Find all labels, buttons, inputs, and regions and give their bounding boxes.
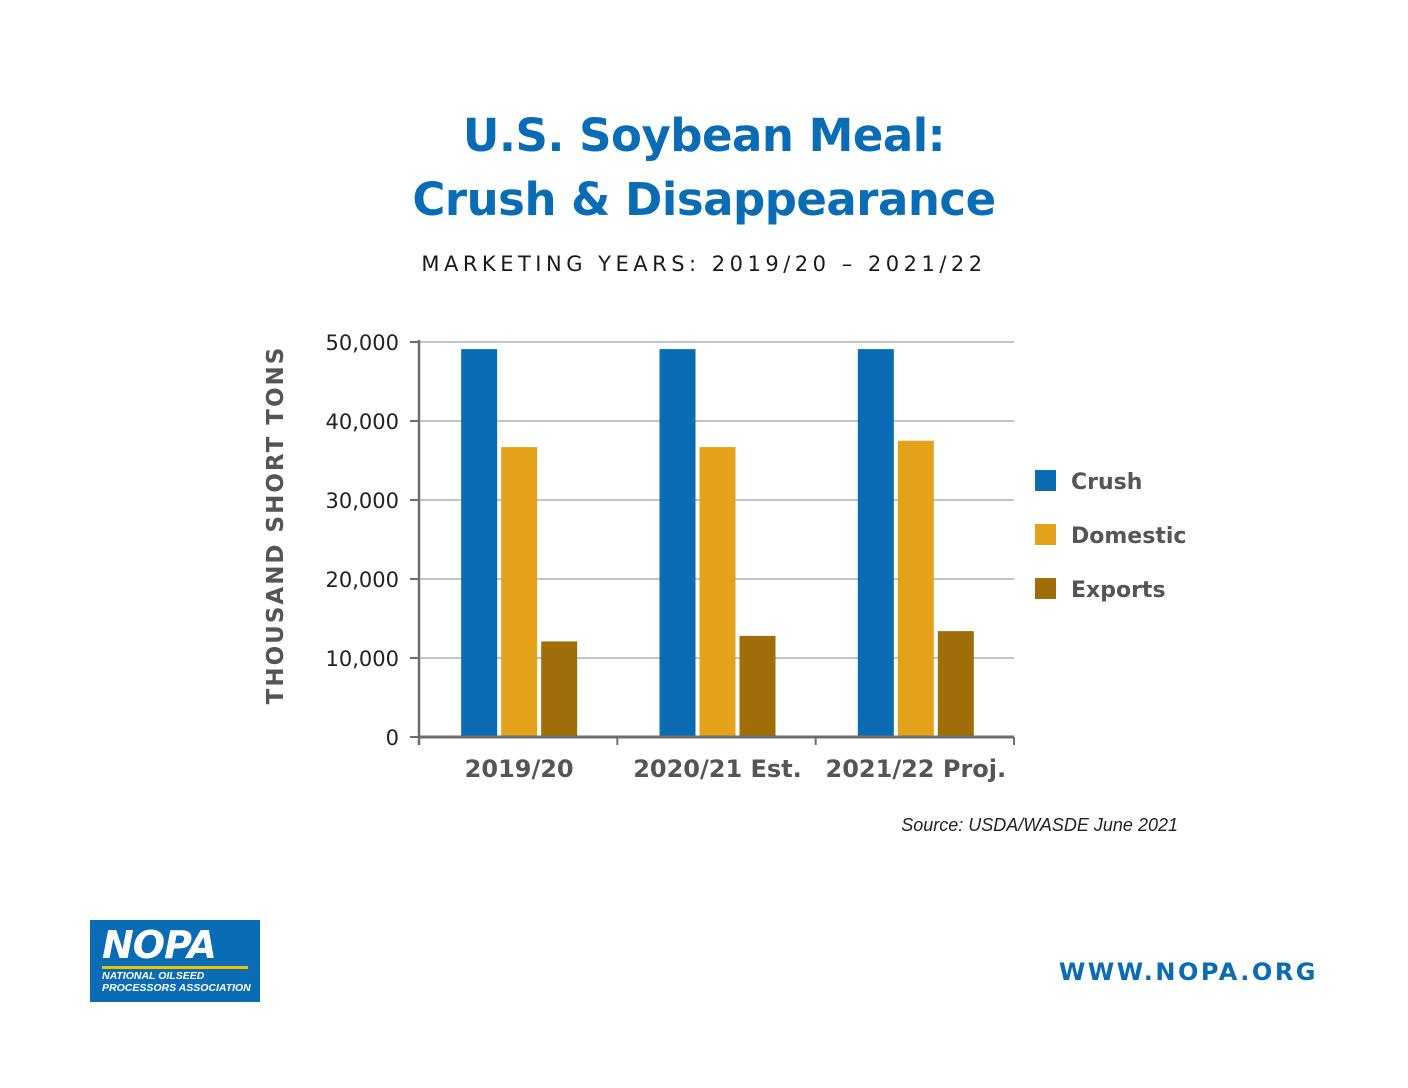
chart-title-line1: U.S. Soybean Meal: <box>462 109 946 162</box>
axes <box>410 340 1015 745</box>
source-note: Source: USDA/WASDE June 2021 <box>901 815 1178 835</box>
bar-crush-0 <box>461 349 498 737</box>
logo-wordmark: NOPA <box>102 923 217 967</box>
bar-exports-1 <box>739 635 776 737</box>
chart-title-line2: Crush & Disappearance <box>412 173 996 226</box>
y-tick-label: 50,000 <box>326 331 399 355</box>
y-axis-title: THOUSAND SHORT TONS <box>263 346 289 705</box>
y-tick-label: 30,000 <box>326 489 399 513</box>
logo-tagline: NATIONAL OILSEED PROCESSORS ASSOCIATION <box>102 970 258 994</box>
bars <box>461 349 974 737</box>
x-tick-label: 2019/20 <box>465 755 574 783</box>
legend-label-crush: Crush <box>1071 470 1142 495</box>
legend-swatch-exports <box>1035 578 1056 599</box>
bar-domestic-2 <box>897 440 934 737</box>
bar-domestic-0 <box>501 447 538 737</box>
nopa-logo: NOPA NATIONAL OILSEED PROCESSORS ASSOCIA… <box>90 920 260 1002</box>
y-tick-label: 40,000 <box>326 410 399 434</box>
y-tick-label: 10,000 <box>326 647 399 671</box>
legend-swatch-domestic <box>1035 524 1056 545</box>
bar-crush-1 <box>659 349 696 737</box>
chart-subtitle: MARKETING YEARS: 2019/20 – 2021/22 <box>421 252 987 276</box>
legend-label-domestic: Domestic <box>1071 524 1186 549</box>
website-link[interactable]: WWW.NOPA.ORG <box>1058 958 1318 986</box>
legend-swatch-crush <box>1035 470 1056 491</box>
bar-exports-2 <box>937 631 974 737</box>
legend: Crush Domestic Exports <box>1035 470 1186 603</box>
logo-tagline-line1: NATIONAL OILSEED <box>102 970 205 982</box>
bar-crush-2 <box>857 349 894 737</box>
logo-underline <box>102 966 248 969</box>
legend-label-exports: Exports <box>1071 578 1166 603</box>
y-tick-label: 20,000 <box>326 568 399 592</box>
x-tick-label: 2021/22 Proj. <box>826 755 1007 783</box>
bar-exports-0 <box>541 641 578 737</box>
y-tick-label: 0 <box>386 726 399 750</box>
x-tick-label: 2020/21 Est. <box>633 755 802 783</box>
bar-domestic-1 <box>699 447 736 737</box>
logo-tagline-line2: PROCESSORS ASSOCIATION <box>102 982 251 994</box>
axis-labels: 0 10,000 20,000 30,000 40,000 50,000 THOUSAND … <box>263 331 1006 783</box>
